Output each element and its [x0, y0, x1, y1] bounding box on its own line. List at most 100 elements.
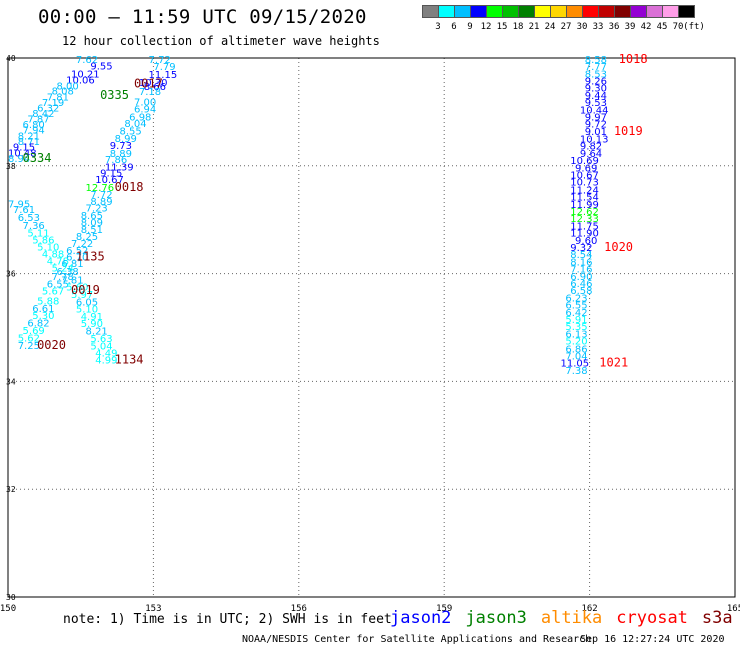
wave-height-point: 4.99 — [95, 356, 117, 367]
wave-height-point: 10.67 — [570, 171, 599, 182]
wave-height-point: 10.06 — [66, 75, 95, 86]
scale-label: 45 — [656, 22, 668, 32]
wave-height-point: 8.89 — [90, 197, 112, 208]
wave-height-point: 5.69 — [23, 326, 45, 337]
wave-height-point: 9.44 — [585, 91, 607, 102]
pass-time-label: 1019 — [614, 124, 643, 138]
wave-height-point: 6.90 — [570, 272, 592, 283]
wave-height-point: 9.64 — [580, 149, 602, 160]
wave-height-point: 7.95 — [8, 199, 30, 210]
satellite-legend: jason2 jason3 altika cryosat s3a — [390, 608, 740, 628]
pass-time-label: 0018 — [115, 180, 144, 194]
wave-height-point: 7.38 — [565, 366, 587, 377]
wave-height-point: 7.19 — [42, 98, 64, 109]
wave-height-point: 8.42 — [32, 109, 54, 120]
wave-height-point: 5.11 — [27, 228, 49, 239]
scale-label: (ft) — [683, 22, 705, 32]
wave-height-point: 4.49 — [95, 349, 117, 360]
wave-height-point: 6.53 — [18, 213, 40, 224]
scale-label: 9 — [467, 22, 473, 32]
wave-height-point: 7.78 — [52, 272, 74, 283]
wave-height-point: 6.46 — [570, 279, 592, 290]
data-points: 7.62 7.72 9.55 7.79 10.21 11.15 10.06 10.30 8.00… — [8, 55, 609, 377]
wave-height-point: 8.00 — [56, 81, 78, 92]
scale-label: 3 — [435, 22, 441, 32]
wave-height-point: 8.99 — [115, 134, 137, 145]
wave-height-point: 6.58 — [570, 286, 592, 297]
wave-height-point: 8.54 — [570, 250, 592, 261]
wave-height-point: 5.67 — [42, 287, 64, 298]
wave-height-point: 9.60 — [575, 236, 597, 247]
y-tick-label: 36 — [6, 270, 16, 279]
pass-time-label: 0020 — [37, 338, 66, 352]
y-tick-label: 40 — [6, 54, 16, 63]
wave-height-point: 8.21 — [86, 327, 108, 338]
wave-height-point: 8.53 — [585, 69, 607, 80]
x-tick-label: 156 — [291, 604, 307, 614]
wave-height-point: 11.99 — [570, 200, 599, 211]
scale-label: 12 — [480, 22, 492, 32]
wave-height-point: 5.62 — [18, 334, 40, 345]
wave-height-point: 10.13 — [580, 135, 609, 146]
wave-height-point: 11.15 — [149, 70, 178, 81]
legend-altika: altika — [540, 608, 603, 628]
wave-height-point: 6.55 — [47, 280, 69, 291]
wave-height-point: 5.10 — [37, 242, 59, 253]
legend-s3a: s3a — [701, 608, 733, 628]
y-tick-label: 32 — [6, 485, 16, 494]
wave-height-point: 8.21 — [18, 131, 40, 142]
y-tick-label: 30 — [6, 593, 16, 602]
x-tick-label: 165 — [727, 604, 740, 614]
pass-time-label: 1135 — [76, 250, 105, 264]
wave-height-point: 5.90 — [81, 319, 103, 330]
wave-height-point: 7.22 — [71, 239, 93, 250]
pass-time-label: 0335 — [100, 88, 129, 102]
wave-height-point: 9.01 — [585, 127, 607, 138]
wave-height-point: 7.25 — [18, 341, 40, 352]
color-scale-swatches — [422, 5, 695, 18]
wave-height-point: 5.35 — [565, 322, 587, 333]
wave-height-point: 7.36 — [23, 221, 45, 232]
wave-height-point: 6.05 — [76, 297, 98, 308]
scale-label: 42 — [640, 22, 652, 32]
wave-height-point: 7.94 — [23, 125, 45, 136]
wave-height-point: 10.48 — [8, 149, 37, 160]
wave-height-point: 10.30 — [139, 78, 168, 89]
legend-jason3: jason3 — [465, 608, 527, 628]
wave-height-point: 7.61 — [13, 205, 35, 216]
wave-height-point: 5.97 — [71, 290, 93, 301]
wave-height-point: 6.55 — [565, 301, 587, 312]
scale-label: 70 — [672, 22, 684, 32]
time-labels: 0017 0335 0334 0018 1135 0019 0020 1134 1018 1019… — [23, 52, 648, 369]
y-tick-label: 34 — [6, 377, 16, 386]
wave-height-point: 9.26 — [585, 76, 607, 87]
wave-height-point: 8.08 — [52, 87, 74, 98]
wave-height-point: 9.55 — [90, 61, 112, 72]
credit-line: NOAA/NESDIS Center for Satellite Applica… — [242, 634, 592, 645]
x-tick-label: 159 — [436, 604, 452, 614]
wave-height-point: 6.13 — [565, 330, 587, 341]
wave-height-point: 11.05 — [561, 358, 590, 369]
wave-height-point: 5.24 — [52, 263, 74, 274]
scale-label: 33 — [592, 22, 604, 32]
wave-height-point: 6.32 — [37, 103, 59, 114]
wave-height-point: 9.15 — [100, 169, 122, 180]
legend-cryosat: cryosat — [616, 608, 688, 628]
wave-height-point: 8.09 — [81, 218, 103, 229]
wave-height-point: 6.38 — [56, 267, 78, 278]
wave-height-point: 9.30 — [585, 83, 607, 94]
wave-height-point: 11.24 — [570, 185, 599, 196]
wave-height-point: 6.61 — [32, 304, 54, 315]
wave-height-point: 9.82 — [580, 142, 602, 153]
wave-height-point: 8.65 — [81, 211, 103, 222]
wave-height-point: 4.91 — [81, 312, 103, 323]
wave-height-point: 8.04 — [124, 119, 146, 130]
scale-swatch — [678, 5, 695, 18]
wave-height-point: 6.42 — [565, 308, 587, 319]
x-tick-label: 153 — [145, 604, 161, 614]
wave-height-point: 11.90 — [570, 228, 599, 239]
footer-note: note: 1) Time is in UTC; 2) SWH is in fe… — [63, 612, 392, 627]
wave-height-point: 12.62 — [570, 207, 599, 218]
wave-height-point: 12.76 — [86, 183, 115, 194]
